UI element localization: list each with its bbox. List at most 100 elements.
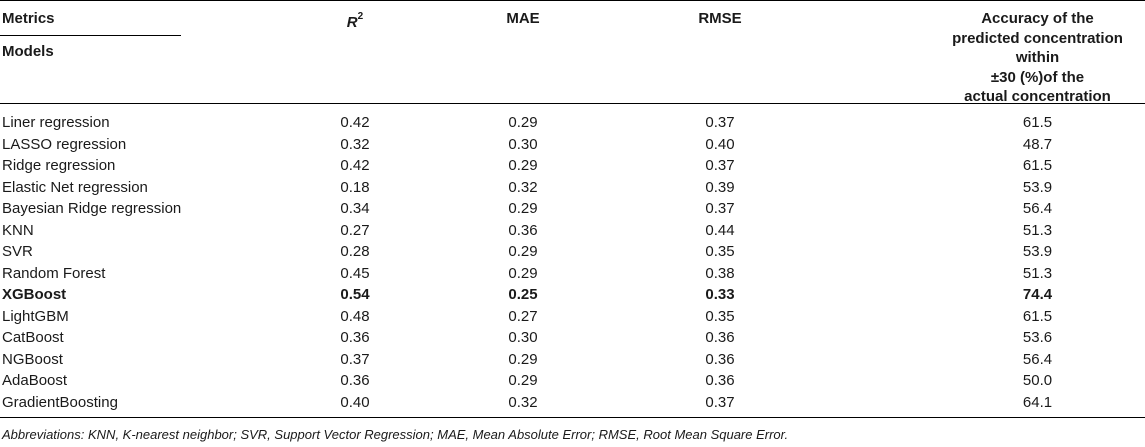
mae-value: 0.29 — [508, 372, 538, 389]
mae-value: 0.32 — [508, 393, 538, 411]
accuracy-value: 61.5 — [1022, 114, 1053, 131]
header-mae: MAE — [506, 10, 540, 27]
mae-value: 0.30 — [508, 329, 538, 346]
accuracy-value: 53.9 — [1022, 178, 1053, 196]
mae-value: 0.30 — [508, 135, 538, 153]
r2-value: 0.40 — [340, 393, 370, 411]
rmse-value: 0.44 — [705, 221, 735, 239]
header-metrics: Metrics — [2, 10, 55, 27]
accuracy-value: 56.4 — [1022, 200, 1053, 217]
top-rule — [0, 0, 1145, 1]
table-row: SVR 0.28 0.29 0.35 53.9 — [0, 241, 1145, 263]
table-row: Liner regression 0.42 0.29 0.37 61.5 — [0, 112, 1145, 134]
mae-value: 0.27 — [508, 307, 538, 325]
accuracy-value: 53.6 — [1022, 329, 1053, 346]
table-row: NGBoost 0.37 0.29 0.36 56.4 — [0, 349, 1145, 371]
rmse-value: 0.37 — [705, 114, 735, 131]
header-models: Models — [2, 43, 54, 60]
table-footnote: Abbreviations: KNN, K-nearest neighbor; … — [2, 427, 789, 442]
mae-value: 0.29 — [508, 350, 538, 368]
table-row: GradientBoosting 0.40 0.32 0.37 64.1 — [0, 392, 1145, 414]
header-rmse: RMSE — [698, 10, 742, 27]
table-row: Random Forest 0.45 0.29 0.38 51.3 — [0, 263, 1145, 285]
mae-value: 0.32 — [508, 178, 538, 196]
rmse-value: 0.40 — [705, 135, 735, 153]
rmse-value: 0.37 — [705, 200, 735, 217]
model-name: Elastic Net regression — [2, 178, 148, 196]
table-row: KNN 0.27 0.36 0.44 51.3 — [0, 220, 1145, 242]
table-row-best-model: XGBoost 0.54 0.25 0.33 74.4 — [0, 284, 1145, 306]
accuracy-value: 61.5 — [1022, 307, 1053, 325]
r2-value: 0.48 — [340, 307, 370, 325]
table-row: Elastic Net regression 0.18 0.32 0.39 53… — [0, 177, 1145, 199]
r2-value: 0.42 — [340, 114, 370, 131]
model-name: Random Forest — [2, 264, 106, 282]
table-row: AdaBoost 0.36 0.29 0.36 50.0 — [0, 370, 1145, 392]
rmse-value: 0.37 — [705, 157, 735, 174]
r2-value: 0.36 — [340, 329, 370, 346]
table-row: CatBoost 0.36 0.30 0.36 53.6 — [0, 327, 1145, 349]
model-name: AdaBoost — [2, 372, 68, 389]
header-divider — [0, 35, 181, 36]
r2-value: 0.34 — [340, 200, 370, 217]
model-name: Bayesian Ridge regression — [2, 200, 182, 217]
r2-value: 0.42 — [340, 157, 370, 174]
r2-value: 0.28 — [340, 243, 370, 260]
bottom-rule — [0, 417, 1145, 418]
accuracy-value: 48.7 — [1022, 135, 1053, 153]
mae-value: 0.29 — [508, 157, 538, 174]
model-name: XGBoost — [2, 286, 67, 303]
accuracy-value: 74.4 — [1022, 286, 1053, 303]
rmse-value: 0.36 — [705, 329, 735, 346]
accuracy-value: 50.0 — [1022, 372, 1053, 389]
header-accuracy-line: Accuracy of the — [981, 10, 1094, 27]
header-accuracy-line: ±30 (%)of the — [990, 68, 1085, 86]
rmse-value: 0.39 — [705, 178, 735, 196]
rmse-value: 0.38 — [705, 264, 735, 282]
model-name: Liner regression — [2, 114, 110, 131]
model-name: Ridge regression — [2, 157, 116, 174]
mae-value: 0.29 — [508, 243, 538, 260]
table-row: Bayesian Ridge regression 0.34 0.29 0.37… — [0, 198, 1145, 220]
table-row: LASSO regression 0.32 0.30 0.40 48.7 — [0, 134, 1145, 156]
accuracy-value: 51.3 — [1022, 264, 1053, 282]
header-r2: R2 — [290, 9, 420, 33]
accuracy-value: 61.5 — [1022, 157, 1053, 174]
header-accuracy-line: actual concentration — [964, 88, 1111, 105]
rmse-value: 0.33 — [705, 286, 735, 303]
mae-value: 0.29 — [508, 264, 538, 282]
header-bottom-rule — [0, 103, 1145, 104]
rmse-value: 0.35 — [705, 243, 735, 260]
header-r2-exponent: 2 — [357, 11, 364, 22]
r2-value: 0.37 — [340, 350, 370, 368]
accuracy-value: 53.9 — [1022, 243, 1053, 260]
rmse-value: 0.37 — [705, 393, 735, 411]
accuracy-value: 64.1 — [1022, 393, 1053, 411]
model-name: KNN — [2, 221, 34, 239]
model-name: LightGBM — [2, 307, 69, 325]
mae-value: 0.36 — [508, 221, 538, 239]
table-row: Ridge regression 0.42 0.29 0.37 61.5 — [0, 155, 1145, 177]
model-name: LASSO regression — [2, 135, 127, 153]
mae-value: 0.29 — [508, 200, 538, 217]
model-name: SVR — [2, 243, 33, 260]
r2-value: 0.45 — [340, 264, 370, 282]
model-name: NGBoost — [2, 350, 63, 368]
r2-value: 0.27 — [340, 221, 370, 239]
model-name: GradientBoosting — [2, 393, 118, 411]
mae-value: 0.29 — [508, 114, 538, 131]
r2-value: 0.18 — [340, 178, 370, 196]
rmse-value: 0.36 — [705, 372, 735, 389]
header-accuracy-line: predicted concentration within — [952, 29, 1123, 67]
table-body: Liner regression 0.42 0.29 0.37 61.5 LAS… — [0, 112, 1145, 413]
accuracy-value: 51.3 — [1022, 221, 1053, 239]
accuracy-value: 56.4 — [1022, 350, 1053, 368]
r2-value: 0.32 — [340, 135, 370, 153]
table-row: LightGBM 0.48 0.27 0.35 61.5 — [0, 306, 1145, 328]
model-name: CatBoost — [2, 329, 64, 346]
r2-value: 0.54 — [340, 286, 370, 303]
header-r2-symbol: R — [346, 14, 358, 31]
mae-value: 0.25 — [508, 286, 538, 303]
header-accuracy: Accuracy of the predicted concentration … — [930, 9, 1145, 107]
